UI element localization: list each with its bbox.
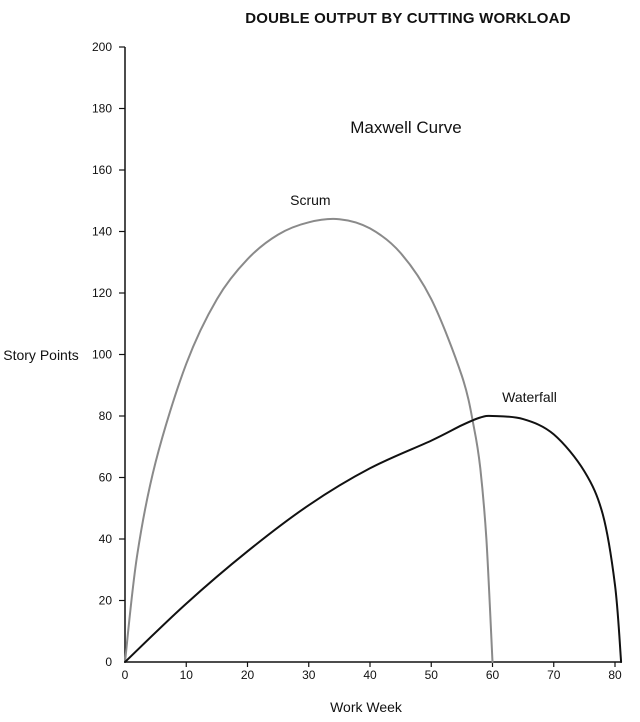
y-tick-label: 80 bbox=[99, 409, 113, 423]
y-tick-label: 160 bbox=[92, 163, 112, 177]
y-axis-label: Story Points bbox=[3, 347, 78, 363]
x-axis-label: Work Week bbox=[330, 699, 403, 715]
x-tick-label: 30 bbox=[302, 668, 316, 682]
x-tick-label: 80 bbox=[608, 668, 622, 682]
x-ticks: 0 10 20 30 40 50 60 70 80 bbox=[122, 662, 622, 682]
y-tick-label: 120 bbox=[92, 286, 112, 300]
y-tick-label: 180 bbox=[92, 102, 112, 116]
series-line-scrum bbox=[124, 217, 494, 663]
y-tick-label: 200 bbox=[92, 40, 112, 54]
x-tick-label: 10 bbox=[180, 668, 194, 682]
y-tick-label: 40 bbox=[99, 532, 113, 546]
series-label-scrum: Scrum bbox=[290, 192, 330, 208]
y-tick-label: 140 bbox=[92, 225, 112, 239]
x-tick-label: 40 bbox=[363, 668, 377, 682]
chart-title: DOUBLE OUTPUT BY CUTTING WORKLOAD bbox=[245, 10, 570, 27]
x-tick-label: 20 bbox=[241, 668, 255, 682]
y-tick-label: 0 bbox=[105, 655, 112, 669]
series-layer: Scrum Waterfall bbox=[124, 192, 623, 663]
y-tick-label: 100 bbox=[92, 348, 112, 362]
chart-annotation: Maxwell Curve bbox=[350, 118, 461, 137]
x-tick-label: 70 bbox=[547, 668, 561, 682]
x-tick-label: 60 bbox=[486, 668, 500, 682]
x-tick-label: 0 bbox=[122, 668, 129, 682]
y-ticks: 0 20 40 60 80 100 120 140 160 180 200 bbox=[92, 40, 125, 669]
y-tick-label: 20 bbox=[99, 594, 113, 608]
x-tick-label: 50 bbox=[425, 668, 439, 682]
series-label-waterfall: Waterfall bbox=[502, 389, 557, 405]
series-line-waterfall bbox=[124, 414, 623, 663]
y-tick-label: 60 bbox=[99, 471, 113, 485]
